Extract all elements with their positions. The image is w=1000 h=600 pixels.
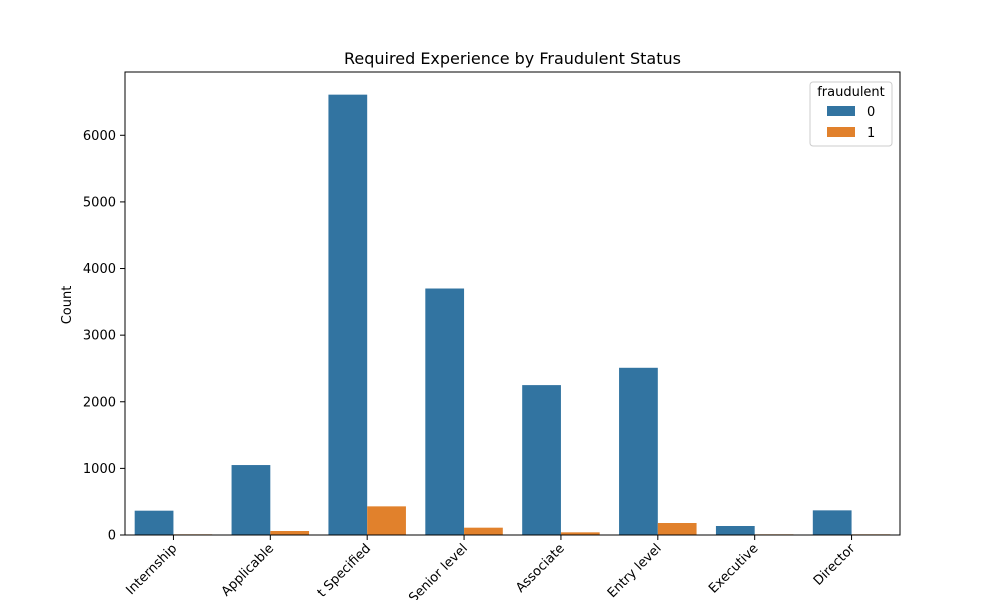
bar-fraudulent-1	[270, 531, 310, 535]
bar-fraudulent-0	[425, 288, 465, 535]
y-axis-label: Count	[60, 286, 75, 325]
plot-area: 0 1000 2000 3000 4000 5000 6000 Internship Appli…	[83, 94, 891, 600]
x-tick-label: Associate	[513, 541, 568, 596]
bar-fraudulent-1	[464, 527, 503, 535]
bar-fraudulent-0	[134, 510, 174, 535]
bar-fraudulent-1	[560, 532, 600, 535]
y-tick-label: 5000	[83, 195, 116, 210]
bar-fraudulent-0	[619, 367, 658, 535]
bar-fraudulent-0	[328, 94, 368, 535]
legend-swatch-0	[827, 106, 855, 116]
x-tick-label: Executive	[706, 541, 761, 596]
bar-fraudulent-0	[522, 385, 561, 535]
y-tick-label: 1000	[83, 462, 116, 477]
bar-fraudulent-1	[657, 523, 697, 535]
legend-title: fraudulent	[817, 85, 885, 100]
bar-fraudulent-1	[367, 506, 406, 535]
chart-title: Required Experience by Fraudulent Status	[344, 49, 681, 68]
x-tick-label: Applicable	[219, 541, 277, 599]
legend-swatch-1	[827, 127, 855, 137]
x-tick-label: Senior level	[406, 541, 471, 600]
bar-fraudulent-0	[812, 510, 852, 535]
legend: fraudulent 0 1	[809, 81, 893, 147]
y-tick-label: 2000	[83, 395, 116, 410]
y-tick-label: 4000	[83, 262, 116, 277]
bar-fraudulent-0	[715, 526, 755, 535]
x-tick-label: Director	[811, 541, 859, 589]
y-tick-label: 0	[108, 529, 116, 544]
y-tick-label: 3000	[83, 329, 116, 344]
x-tick-label: Entry level	[605, 541, 665, 600]
y-tick-label: 6000	[83, 129, 116, 144]
legend-label-1: 1	[867, 126, 875, 141]
bar-fraudulent-0	[231, 465, 271, 535]
x-tick-label: Internship	[123, 541, 180, 598]
legend-label-0: 0	[867, 105, 875, 120]
x-tick-label: t Specified	[315, 541, 374, 600]
plot-frame	[124, 71, 901, 536]
